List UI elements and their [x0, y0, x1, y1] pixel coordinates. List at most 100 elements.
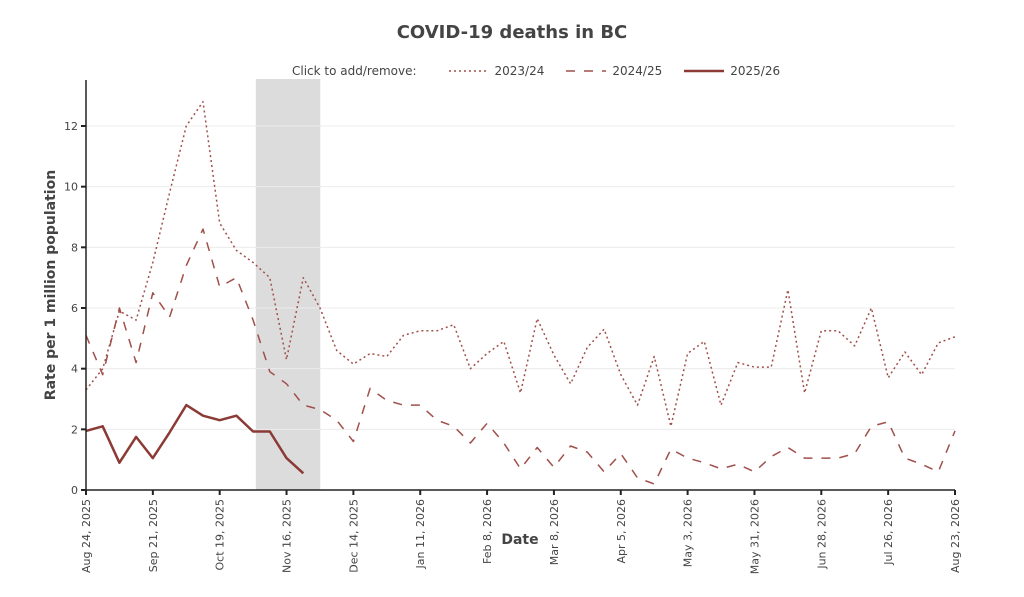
data-point[interactable]	[817, 327, 825, 335]
data-point[interactable]	[283, 356, 291, 364]
legend-item-2024-25[interactable]: 2024/25	[566, 64, 662, 78]
data-point[interactable]	[249, 259, 257, 267]
data-point[interactable]	[349, 437, 357, 445]
data-point[interactable]	[517, 465, 525, 473]
data-point[interactable]	[884, 418, 892, 426]
data-point[interactable]	[851, 342, 859, 350]
data-point[interactable]	[182, 122, 190, 130]
data-point[interactable]	[583, 448, 591, 456]
data-point[interactable]	[951, 427, 959, 435]
data-point[interactable]	[316, 304, 324, 312]
data-point[interactable]	[450, 422, 458, 430]
series-line-2024-25[interactable]	[85, 228, 956, 485]
data-point[interactable]	[199, 412, 207, 420]
data-point[interactable]	[283, 454, 291, 462]
data-point[interactable]	[299, 274, 307, 282]
data-point[interactable]	[99, 371, 107, 379]
data-point[interactable]	[650, 480, 658, 488]
data-point[interactable]	[132, 433, 140, 441]
data-point[interactable]	[517, 389, 525, 397]
data-point[interactable]	[867, 422, 875, 430]
data-point[interactable]	[633, 401, 641, 409]
data-point[interactable]	[567, 380, 575, 388]
data-point[interactable]	[884, 374, 892, 382]
data-point[interactable]	[249, 427, 257, 435]
data-point[interactable]	[901, 454, 909, 462]
data-point[interactable]	[366, 384, 374, 392]
data-point[interactable]	[232, 274, 240, 282]
data-point[interactable]	[684, 454, 692, 462]
data-point[interactable]	[767, 453, 775, 461]
data-point[interactable]	[166, 313, 174, 321]
data-point[interactable]	[784, 444, 792, 452]
data-point[interactable]	[349, 360, 357, 368]
data-point[interactable]	[784, 286, 792, 294]
data-point[interactable]	[182, 401, 190, 409]
data-point[interactable]	[801, 454, 809, 462]
data-point[interactable]	[867, 304, 875, 312]
data-point[interactable]	[400, 331, 408, 339]
data-point[interactable]	[149, 259, 157, 267]
data-point[interactable]	[617, 371, 625, 379]
data-point[interactable]	[934, 339, 942, 347]
data-point[interactable]	[550, 351, 558, 359]
data-point[interactable]	[533, 315, 541, 323]
data-point[interactable]	[266, 368, 274, 376]
data-point[interactable]	[249, 316, 257, 324]
data-point[interactable]	[717, 465, 725, 473]
data-point[interactable]	[851, 450, 859, 458]
data-point[interactable]	[232, 246, 240, 254]
data-point[interactable]	[99, 422, 107, 430]
data-point[interactable]	[216, 219, 224, 227]
data-point[interactable]	[918, 371, 926, 379]
data-point[interactable]	[266, 274, 274, 282]
data-point[interactable]	[934, 468, 942, 476]
data-point[interactable]	[400, 401, 408, 409]
data-point[interactable]	[333, 346, 341, 354]
data-point[interactable]	[901, 348, 909, 356]
data-point[interactable]	[466, 365, 474, 373]
data-point[interactable]	[750, 363, 758, 371]
data-point[interactable]	[299, 469, 307, 477]
data-point[interactable]	[450, 321, 458, 329]
data-point[interactable]	[316, 406, 324, 414]
data-point[interactable]	[483, 419, 491, 427]
data-point[interactable]	[132, 316, 140, 324]
data-point[interactable]	[500, 337, 508, 345]
data-point[interactable]	[717, 401, 725, 409]
data-point[interactable]	[433, 416, 441, 424]
data-point[interactable]	[416, 401, 424, 409]
data-point[interactable]	[500, 439, 508, 447]
data-point[interactable]	[266, 427, 274, 435]
series-line-2023-24[interactable]	[85, 100, 956, 428]
data-point[interactable]	[583, 343, 591, 351]
data-point[interactable]	[216, 416, 224, 424]
data-point[interactable]	[700, 459, 708, 467]
data-point[interactable]	[633, 474, 641, 482]
legend-item-2023-24[interactable]: 2023/24	[448, 64, 544, 78]
data-point[interactable]	[617, 450, 625, 458]
data-point[interactable]	[483, 350, 491, 358]
data-point[interactable]	[283, 380, 291, 388]
data-point[interactable]	[199, 225, 207, 233]
data-point[interactable]	[684, 350, 692, 358]
data-point[interactable]	[383, 397, 391, 405]
data-point[interactable]	[667, 422, 675, 430]
data-point[interactable]	[333, 416, 341, 424]
data-point[interactable]	[817, 454, 825, 462]
data-point[interactable]	[767, 363, 775, 371]
data-point[interactable]	[115, 304, 123, 312]
data-point[interactable]	[216, 283, 224, 291]
data-point[interactable]	[600, 468, 608, 476]
data-point[interactable]	[182, 262, 190, 270]
data-point[interactable]	[550, 463, 558, 471]
data-point[interactable]	[533, 444, 541, 452]
legend-item-2025-26[interactable]: 2025/26	[684, 64, 780, 78]
data-point[interactable]	[366, 350, 374, 358]
data-point[interactable]	[801, 389, 809, 397]
data-point[interactable]	[834, 454, 842, 462]
data-point[interactable]	[166, 189, 174, 197]
data-point[interactable]	[433, 327, 441, 335]
data-point[interactable]	[918, 460, 926, 468]
data-point[interactable]	[232, 412, 240, 420]
